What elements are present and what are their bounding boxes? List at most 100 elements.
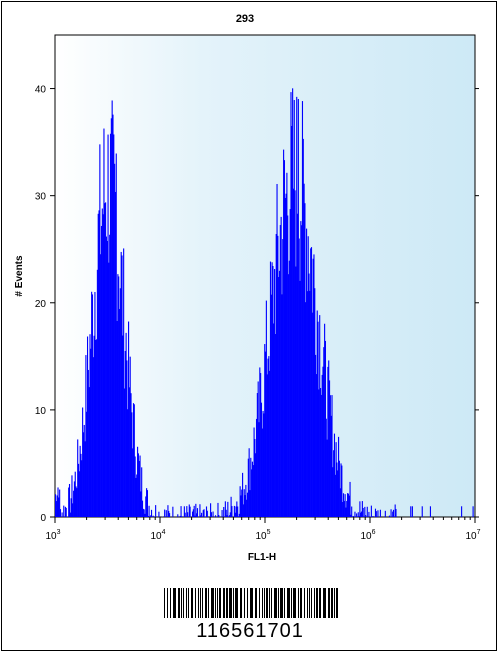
histogram-bar — [87, 369, 89, 517]
barcode-bar — [191, 588, 193, 618]
histogram-bar — [107, 134, 109, 517]
histogram-bar — [81, 460, 83, 517]
histogram-bar — [297, 99, 299, 517]
x-tick-label: 105 — [255, 529, 270, 542]
barcode-bar — [233, 588, 234, 618]
histogram-bar — [346, 500, 348, 517]
histogram-bar — [263, 413, 265, 517]
histogram-bar — [168, 510, 170, 517]
histogram-bar — [267, 358, 269, 517]
histogram-bar — [230, 496, 232, 517]
histogram-bar — [274, 334, 276, 517]
histogram-bar — [82, 407, 84, 517]
histogram-bar — [345, 507, 347, 517]
histogram-bar — [146, 488, 148, 517]
histogram-bar — [269, 370, 271, 517]
histogram-bar — [214, 515, 217, 517]
barcode-bar — [269, 588, 270, 618]
histogram-bar — [145, 496, 147, 517]
histogram-bar — [237, 506, 239, 517]
histogram-bar — [257, 381, 259, 517]
y-tick-label: 20 — [35, 299, 47, 310]
histogram-bar — [141, 467, 143, 517]
histogram-bar — [242, 472, 244, 517]
histogram-bar — [326, 439, 328, 517]
histogram-bar — [186, 506, 188, 517]
histogram-bar — [312, 258, 314, 517]
histogram-bar — [113, 134, 115, 517]
histogram-bar — [251, 461, 253, 517]
histogram-bar — [77, 439, 79, 517]
histogram-bar — [277, 235, 279, 517]
histogram-bar — [225, 509, 227, 517]
histogram-bar — [212, 511, 214, 517]
histogram-bar — [394, 504, 396, 517]
histogram-bar — [332, 467, 334, 517]
x-axis-ticks: 103 104 105 106 107 — [45, 517, 481, 542]
histogram-bar — [179, 515, 181, 517]
histogram-bar — [86, 336, 89, 517]
histogram-bar — [128, 321, 130, 517]
barcode-bar — [314, 588, 315, 618]
barcode-bar — [178, 588, 180, 618]
histogram-bar — [117, 274, 119, 517]
histogram-bar — [250, 457, 252, 517]
histogram-bar — [221, 510, 223, 517]
histogram-bar — [287, 215, 289, 517]
histogram-bar — [150, 515, 152, 517]
barcode-bar — [235, 588, 238, 618]
y-tick-label: 0 — [40, 513, 46, 524]
barcode-bar — [240, 588, 242, 618]
barcode-bar — [309, 588, 310, 618]
barcode-bar — [331, 588, 333, 618]
histogram-bar — [223, 507, 225, 517]
histogram-bar — [328, 380, 331, 517]
histogram-bar — [126, 360, 128, 517]
histogram-bar — [316, 310, 318, 517]
histogram-bar — [99, 144, 101, 517]
barcode-bar — [173, 588, 176, 618]
histogram-bar — [252, 465, 254, 517]
barcode-bar — [319, 588, 321, 618]
histogram-bar — [429, 506, 431, 517]
histogram-bar — [118, 308, 121, 517]
histogram-bar — [83, 424, 85, 517]
histogram-bar — [255, 418, 258, 517]
histogram-bar — [150, 509, 153, 517]
histogram-bar — [272, 266, 274, 517]
histogram-bar — [461, 506, 463, 517]
histogram-bar — [338, 460, 340, 517]
barcode-bar — [334, 588, 335, 618]
histogram-bar — [181, 516, 183, 517]
histogram-bar — [238, 513, 240, 517]
histogram-bar — [318, 389, 320, 517]
x-tick-label: 106 — [360, 529, 375, 542]
histogram-bar — [268, 356, 270, 517]
histogram-bar — [366, 506, 368, 517]
barcode-bar — [336, 588, 338, 618]
barcode-bar — [219, 588, 221, 618]
histogram-bar — [335, 442, 337, 517]
barcode-bar — [181, 588, 182, 618]
histogram-bar — [236, 501, 238, 517]
histogram-bar — [288, 260, 290, 517]
histogram-bar — [141, 500, 144, 517]
histogram-bar — [196, 508, 199, 517]
histogram-bar — [104, 203, 106, 518]
histogram-bar — [92, 357, 94, 517]
x-tick-label: 104 — [150, 529, 165, 542]
y-tick-label: 40 — [35, 85, 47, 96]
histogram-bar — [262, 410, 264, 517]
histogram-bar — [132, 448, 134, 517]
histogram-bar — [300, 221, 302, 517]
barcode-bar — [293, 588, 296, 618]
histogram-bar — [270, 294, 272, 517]
histogram-bar — [271, 262, 273, 517]
histogram-bar — [301, 225, 303, 518]
histogram-bar — [76, 488, 78, 517]
histogram-bar — [261, 428, 263, 517]
histogram-bar — [384, 510, 386, 517]
barcode-bar — [291, 588, 292, 618]
histogram-bar — [152, 515, 154, 517]
